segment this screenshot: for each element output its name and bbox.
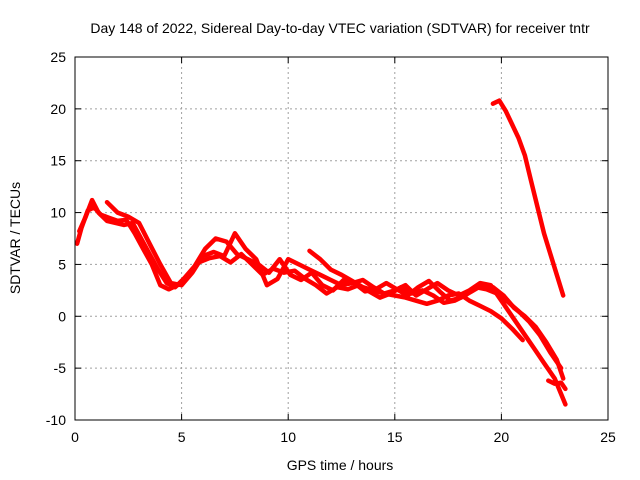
- series-layer: [74, 98, 568, 407]
- y-tick-label: 0: [58, 308, 66, 324]
- x-tick-label: 25: [600, 429, 616, 445]
- series-line-arc-5: [546, 378, 568, 392]
- y-tick-label: 10: [50, 205, 66, 221]
- y-axis-label: SDTVAR / TECUs: [7, 182, 23, 294]
- x-tick-label: 0: [71, 429, 79, 445]
- series-line-arc-4: [307, 248, 525, 343]
- x-tick-label: 10: [280, 429, 296, 445]
- y-tick-label: 20: [50, 101, 66, 117]
- y-tick-label: 25: [50, 49, 66, 65]
- y-tick-label: 15: [50, 153, 66, 169]
- axes: 0 5 10 15 20 25 -10 -5 0 5 10 15 20 25: [46, 49, 616, 445]
- x-tick-label: 5: [178, 429, 186, 445]
- x-axis-label: GPS time / hours: [287, 457, 394, 473]
- chart-title: Day 148 of 2022, Sidereal Day-to-day VTE…: [90, 20, 590, 36]
- series-line-arc-2: [77, 197, 566, 381]
- series-line-arc-6: [490, 98, 566, 298]
- grid: [75, 57, 608, 420]
- series-line-arc-3: [104, 199, 568, 407]
- plot-frame: [74, 56, 609, 421]
- y-tick-label: 5: [58, 256, 66, 272]
- y-tick-label: -10: [46, 412, 66, 428]
- x-tick-label: 20: [494, 429, 510, 445]
- x-tick-label: 15: [387, 429, 403, 445]
- y-tick-label: -5: [54, 360, 67, 376]
